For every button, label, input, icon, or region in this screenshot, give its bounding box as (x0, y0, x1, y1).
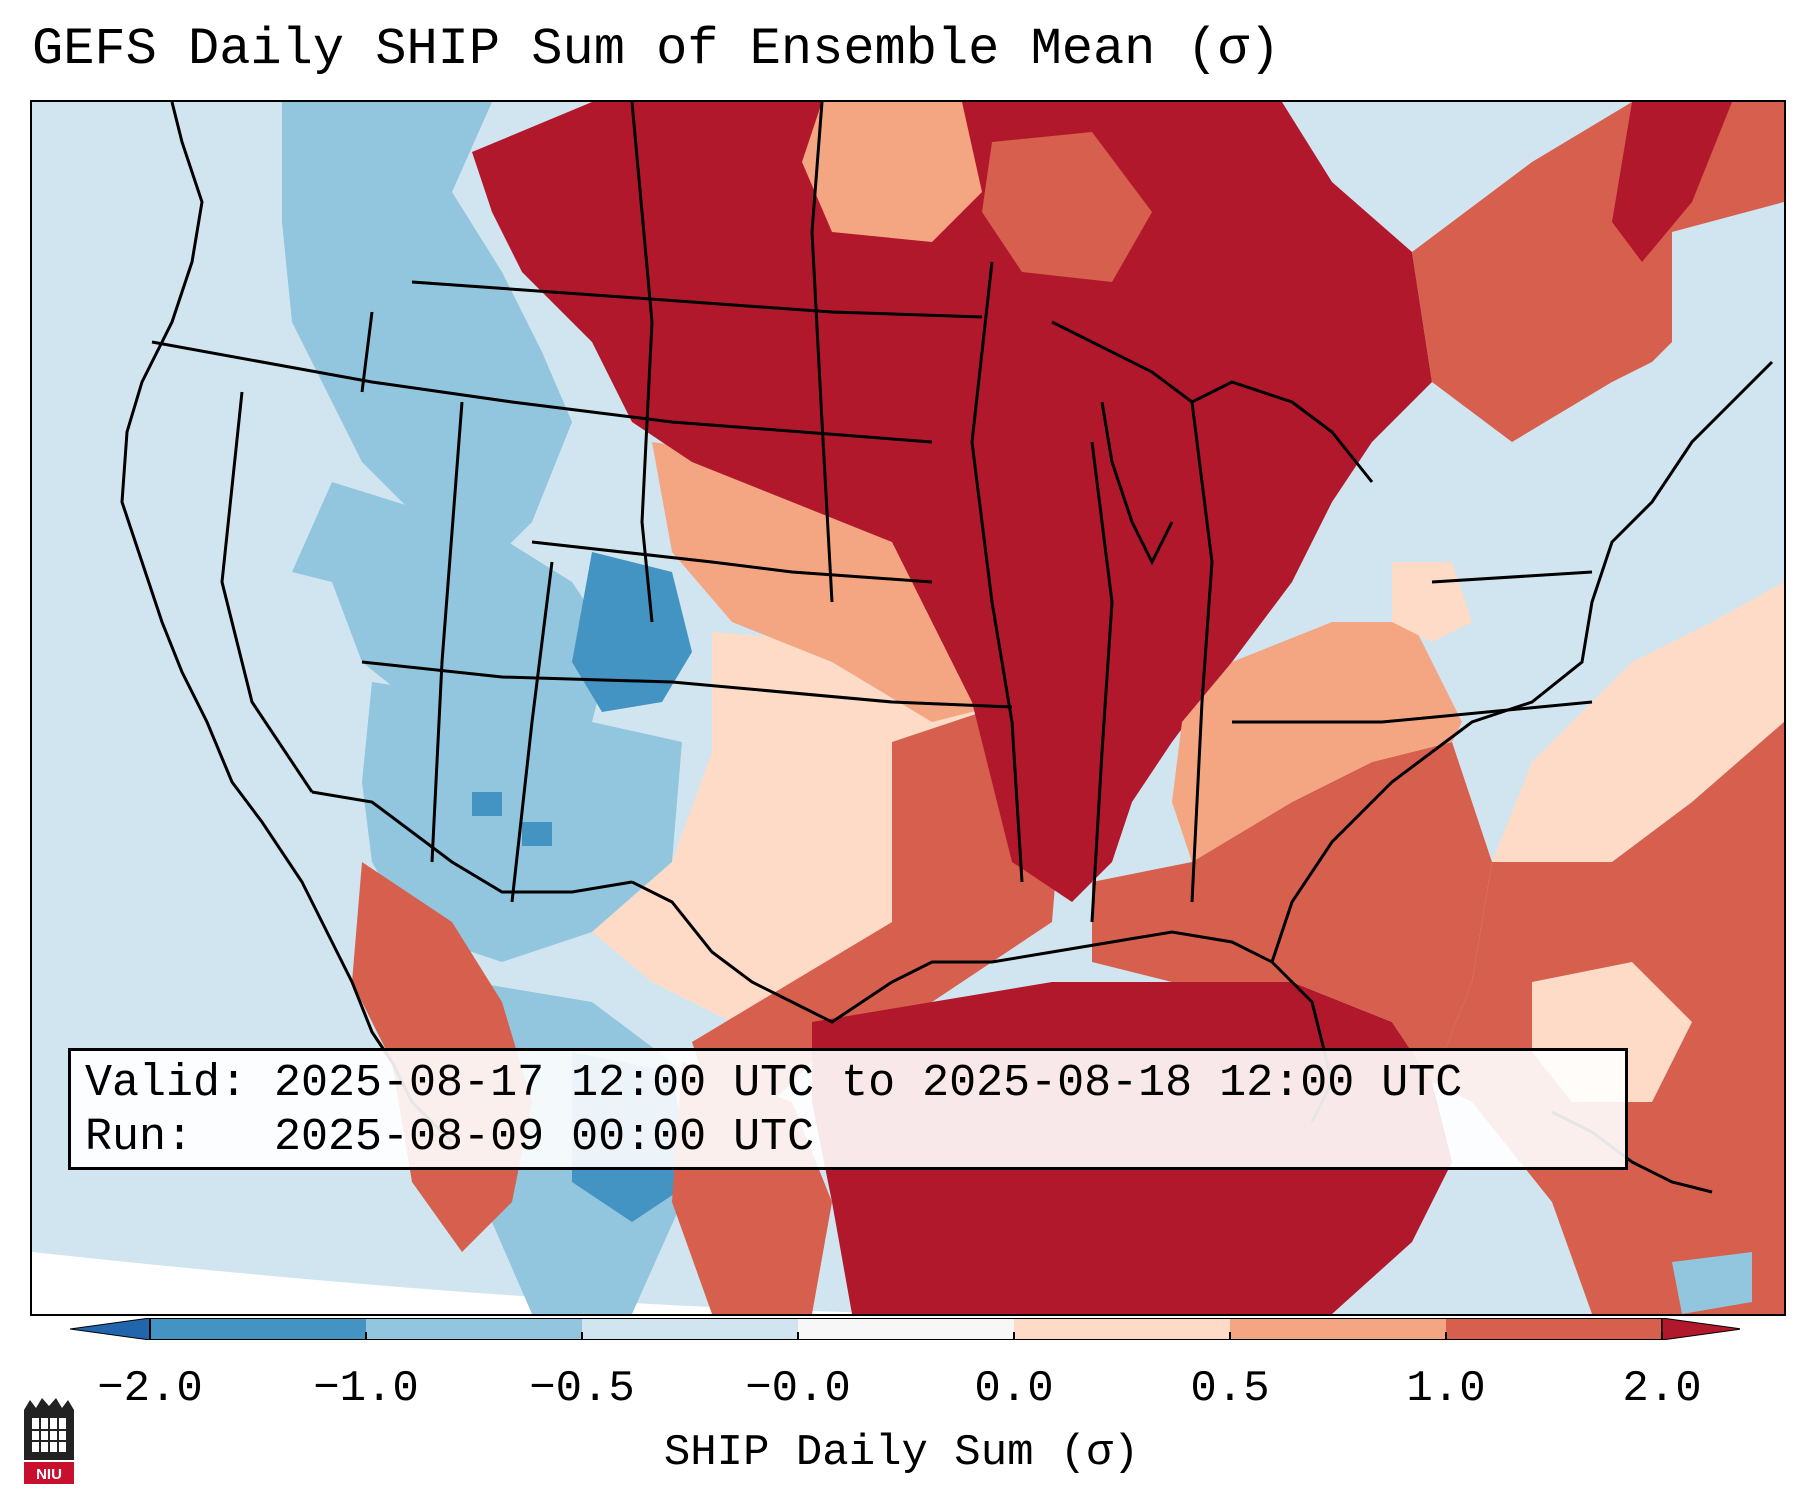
colorbar-tick-label: 0.5 (1190, 1364, 1270, 1414)
canada-us-border (411, 280, 983, 319)
validity-info-box: Valid: 2025-08-17 12:00 UTC to 2025-08-1… (68, 1048, 1628, 1170)
state-line (531, 540, 933, 584)
colorbar-tick-label: −0.0 (745, 1364, 851, 1414)
field-blue-caribbean (1672, 1252, 1752, 1314)
state-line (1431, 570, 1593, 584)
lake-michigan-shoreline (1100, 401, 1174, 566)
atlantic-coastline (1270, 360, 1774, 963)
field-red-canada (982, 132, 1152, 282)
state-line (810, 102, 834, 603)
run-time-text: Run: 2025-08-09 00:00 UTC (85, 1112, 815, 1163)
colorbar-segment (366, 1318, 582, 1340)
colorbar-segment (582, 1318, 798, 1340)
colorbar-tick-label: 1.0 (1406, 1364, 1486, 1414)
state-line (630, 102, 654, 623)
state-line (970, 261, 1024, 883)
state-line (1232, 700, 1593, 724)
field-blue-mid-atlantic (1392, 382, 1672, 762)
svg-text:NIU: NIU (36, 1466, 62, 1483)
state-line (1090, 441, 1114, 923)
field-blue-nw (282, 102, 572, 552)
colorbar-under-extend (70, 1318, 151, 1340)
boundary-lines (120, 102, 1774, 1194)
colorbar-tick-label: −1.0 (313, 1364, 419, 1414)
colorbar (70, 1318, 1740, 1340)
state-line (1190, 401, 1214, 903)
state-line (361, 660, 1013, 709)
colorbar-segment (1230, 1318, 1446, 1340)
colorbar-label: SHIP Daily Sum (σ) (663, 1428, 1140, 1478)
state-line (360, 311, 374, 393)
colorbar-tick-label: −0.5 (529, 1364, 635, 1414)
map-panel: Valid: 2025-08-17 12:00 UTC to 2025-08-1… (30, 100, 1786, 1316)
valid-time-text: Valid: 2025-08-17 12:00 UTC to 2025-08-1… (85, 1058, 1463, 1109)
state-line (430, 401, 464, 863)
state-line (510, 561, 554, 903)
border-line (151, 340, 933, 444)
gulf-coastline (631, 880, 1273, 1024)
great-lakes-shoreline (1051, 320, 1374, 483)
colorbar-segment (1014, 1318, 1230, 1340)
niu-logo-icon: NIU (24, 1398, 74, 1484)
field-red-southeast (1092, 742, 1492, 1082)
field-red-st-lawrence (1612, 102, 1732, 262)
field-blue-colorado (572, 552, 692, 712)
colorbar-tick-label: −2.0 (97, 1364, 203, 1414)
field-blue-maritimes (1672, 202, 1784, 402)
colorbar-tick-label: 2.0 (1622, 1364, 1702, 1414)
field-salmon-atlantic-band (1492, 582, 1784, 902)
field-salmon-light-texas (592, 632, 1012, 1022)
field-salmon-canada (802, 102, 982, 242)
colorbar-tick-label: 0.0 (974, 1364, 1054, 1414)
colorbar-over-extend (1661, 1318, 1740, 1340)
projection-edge (32, 1252, 1032, 1314)
us-mexico-border (311, 790, 633, 894)
map-title: GEFS Daily SHIP Sum of Ensemble Mean (σ) (32, 20, 1281, 79)
colorbar-segment (1446, 1318, 1662, 1340)
field-salmon-appalachian (1172, 622, 1472, 862)
field-red-south-central (692, 702, 1062, 1102)
field-blue-spot (472, 792, 502, 816)
pacific-coastline (120, 102, 394, 1063)
state-line (220, 391, 314, 793)
colorbar-segment (798, 1318, 1014, 1340)
colorbar-segment (150, 1318, 366, 1340)
field-blue-spot (522, 822, 552, 846)
